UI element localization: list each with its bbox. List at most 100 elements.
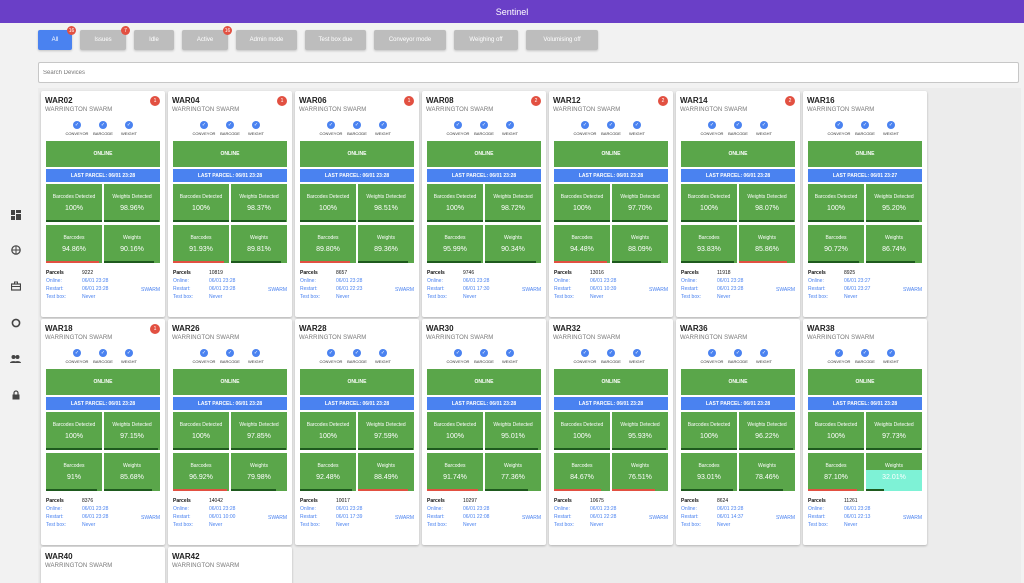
device-card[interactable]: WAR08 WARRINGTON SWARM 2 ✓ CONVEYOR ✓ BARCODE ✓… bbox=[422, 91, 546, 317]
status-banner: ONLINE bbox=[427, 141, 541, 167]
location-link[interactable]: SWARM bbox=[395, 515, 414, 521]
barcode-status-icon: ✓ bbox=[353, 121, 361, 129]
search-box[interactable] bbox=[38, 62, 1019, 83]
tile-progress-bar bbox=[358, 489, 408, 491]
search-input[interactable] bbox=[43, 69, 1018, 76]
issue-count-badge[interactable]: 2 bbox=[658, 96, 668, 106]
tile-value: 76.51% bbox=[628, 474, 652, 481]
issue-count-badge[interactable]: 2 bbox=[531, 96, 541, 106]
dashboard-icon[interactable] bbox=[10, 209, 21, 220]
sensor-status-row: ✓ CONVEYOR ✓ BARCODE ✓ WEIGHT bbox=[295, 349, 419, 364]
location-link[interactable]: SWARM bbox=[903, 515, 922, 521]
device-card[interactable]: WAR04 WARRINGTON SWARM 1 ✓ CONVEYOR ✓ BARCODE ✓… bbox=[168, 91, 292, 317]
tile-progress-bar bbox=[46, 489, 97, 491]
status-banner: ONLINE bbox=[300, 369, 414, 395]
weight-status-icon: ✓ bbox=[379, 121, 387, 129]
tile-progress-bar bbox=[554, 220, 610, 222]
tile-value: 91.93% bbox=[189, 246, 213, 253]
last-parcel-banner: LAST PARCEL: 06/01 23:28 bbox=[46, 169, 160, 182]
filter-active-button[interactable]: Active 16 bbox=[182, 26, 232, 50]
device-card[interactable]: WAR36 WARRINGTON SWARM ✓ CONVEYOR ✓ BARCODE ✓ W… bbox=[676, 319, 800, 545]
barcodes-detected-tile: Barcodes Detected 100% bbox=[46, 412, 102, 450]
issue-count-badge[interactable]: 1 bbox=[277, 96, 287, 106]
restart-time-label: Restart: bbox=[554, 514, 572, 520]
sensor-label: WEIGHT bbox=[375, 359, 391, 364]
device-card[interactable]: WAR40 WARRINGTON SWARM bbox=[41, 547, 165, 583]
restart-time: 06/01 23:27 bbox=[844, 286, 871, 292]
location-link[interactable]: SWARM bbox=[776, 287, 795, 293]
device-card[interactable]: WAR30 WARRINGTON SWARM ✓ CONVEYOR ✓ BARCODE ✓ W… bbox=[422, 319, 546, 545]
tile-label: Weights bbox=[504, 235, 522, 241]
weights-detected-tile: Weights Detected 98.96% bbox=[104, 184, 160, 222]
location-link[interactable]: SWARM bbox=[522, 515, 541, 521]
tile-value: 94.48% bbox=[570, 246, 594, 253]
device-card[interactable]: WAR28 WARRINGTON SWARM ✓ CONVEYOR ✓ BARCODE ✓ W… bbox=[295, 319, 419, 545]
location-link[interactable]: SWARM bbox=[268, 515, 287, 521]
device-card[interactable]: WAR02 WARRINGTON SWARM 1 ✓ CONVEYOR ✓ BARCODE ✓… bbox=[41, 91, 165, 317]
device-card[interactable]: WAR38 WARRINGTON SWARM ✓ CONVEYOR ✓ BARCODE ✓ W… bbox=[803, 319, 927, 545]
globe-icon[interactable] bbox=[10, 244, 21, 255]
filter-all-button[interactable]: All 16 bbox=[38, 26, 76, 50]
online-time-label: Online: bbox=[427, 506, 443, 512]
filter-volumising-off-button[interactable]: Volumising off bbox=[526, 30, 598, 50]
sensor-barcode: ✓ BARCODE bbox=[347, 349, 367, 364]
filter-idle-button[interactable]: Idle bbox=[134, 30, 174, 50]
location-link[interactable]: SWARM bbox=[776, 515, 795, 521]
tile-value: 95.20% bbox=[882, 205, 906, 212]
tile-progress-bar bbox=[173, 261, 225, 263]
filter-label: Weighing off bbox=[469, 37, 503, 43]
filter-conveyor-mode-button[interactable]: Conveyor mode bbox=[374, 30, 446, 50]
tile-progress-bar bbox=[104, 489, 152, 491]
device-card[interactable]: WAR14 WARRINGTON SWARM 2 ✓ CONVEYOR ✓ BARCODE ✓… bbox=[676, 91, 800, 317]
tile-value: 88.49% bbox=[374, 474, 398, 481]
tile-value: 91% bbox=[66, 474, 81, 481]
location-link[interactable]: SWARM bbox=[141, 515, 160, 521]
weights-tile: Weights 85.68% bbox=[104, 453, 160, 491]
device-card[interactable]: WAR42 WARRINGTON SWARM bbox=[168, 547, 292, 583]
lock-icon[interactable] bbox=[10, 389, 21, 400]
device-card[interactable]: WAR32 WARRINGTON SWARM ✓ CONVEYOR ✓ BARCODE ✓ W… bbox=[549, 319, 673, 545]
issue-count-badge[interactable]: 2 bbox=[785, 96, 795, 106]
people-icon[interactable] bbox=[10, 353, 21, 364]
barcode-status-icon: ✓ bbox=[353, 349, 361, 357]
filter-issues-button[interactable]: Issues 7 bbox=[80, 26, 130, 50]
test-box-date-row: Test box: Never bbox=[300, 521, 414, 529]
sensor-label: BARCODE bbox=[601, 131, 621, 136]
barcodes-detected-tile: Barcodes Detected 100% bbox=[554, 412, 610, 450]
location-link[interactable]: SWARM bbox=[141, 287, 160, 293]
location-link[interactable]: SWARM bbox=[649, 515, 668, 521]
device-card[interactable]: WAR12 WARRINGTON SWARM 2 ✓ CONVEYOR ✓ BARCODE ✓… bbox=[549, 91, 673, 317]
filter-test-box-due-button[interactable]: Test box due bbox=[305, 30, 366, 50]
tile-value: 100% bbox=[573, 205, 591, 212]
location-link[interactable]: SWARM bbox=[522, 287, 541, 293]
conveyor-status-icon: ✓ bbox=[708, 121, 716, 129]
app-title: Sentinel bbox=[495, 6, 529, 17]
sensor-label: BARCODE bbox=[601, 359, 621, 364]
location-link[interactable]: SWARM bbox=[268, 287, 287, 293]
issue-count-badge[interactable]: 1 bbox=[150, 324, 160, 334]
tile-label: Weights Detected bbox=[874, 422, 914, 428]
issue-count-badge[interactable]: 1 bbox=[150, 96, 160, 106]
device-card[interactable]: WAR18 WARRINGTON SWARM 1 ✓ CONVEYOR ✓ BARCODE ✓… bbox=[41, 319, 165, 545]
device-card[interactable]: WAR06 WARRINGTON SWARM 1 ✓ CONVEYOR ✓ BARCODE ✓… bbox=[295, 91, 419, 317]
sensor-label: BARCODE bbox=[855, 359, 875, 364]
device-card[interactable]: WAR26 WARRINGTON SWARM ✓ CONVEYOR ✓ BARCODE ✓ W… bbox=[168, 319, 292, 545]
toolbox-icon[interactable] bbox=[10, 280, 21, 291]
tile-value: 97.59% bbox=[374, 433, 398, 440]
device-grid: WAR02 WARRINGTON SWARM 1 ✓ CONVEYOR ✓ BARCODE ✓… bbox=[38, 88, 1021, 583]
location-link[interactable]: SWARM bbox=[649, 287, 668, 293]
sensor-weight: ✓ WEIGHT bbox=[881, 349, 901, 364]
issue-count-badge[interactable]: 1 bbox=[404, 96, 414, 106]
parcel-count-label: Parcels bbox=[681, 270, 699, 276]
filter-weighing-off-button[interactable]: Weighing off bbox=[454, 30, 518, 50]
online-time-label: Online: bbox=[808, 278, 824, 284]
sync-icon[interactable] bbox=[10, 317, 21, 328]
filter-admin-mode-button[interactable]: Admin mode bbox=[236, 30, 297, 50]
device-card[interactable]: WAR16 WARRINGTON SWARM ✓ CONVEYOR ✓ BARCODE ✓ W… bbox=[803, 91, 927, 317]
sensor-conveyor: ✓ CONVEYOR bbox=[701, 121, 723, 136]
device-name: WAR36 bbox=[680, 324, 708, 333]
location-link[interactable]: SWARM bbox=[395, 287, 414, 293]
tile-label: Weights bbox=[631, 463, 649, 469]
location-link[interactable]: SWARM bbox=[903, 287, 922, 293]
weight-status-icon: ✓ bbox=[760, 349, 768, 357]
